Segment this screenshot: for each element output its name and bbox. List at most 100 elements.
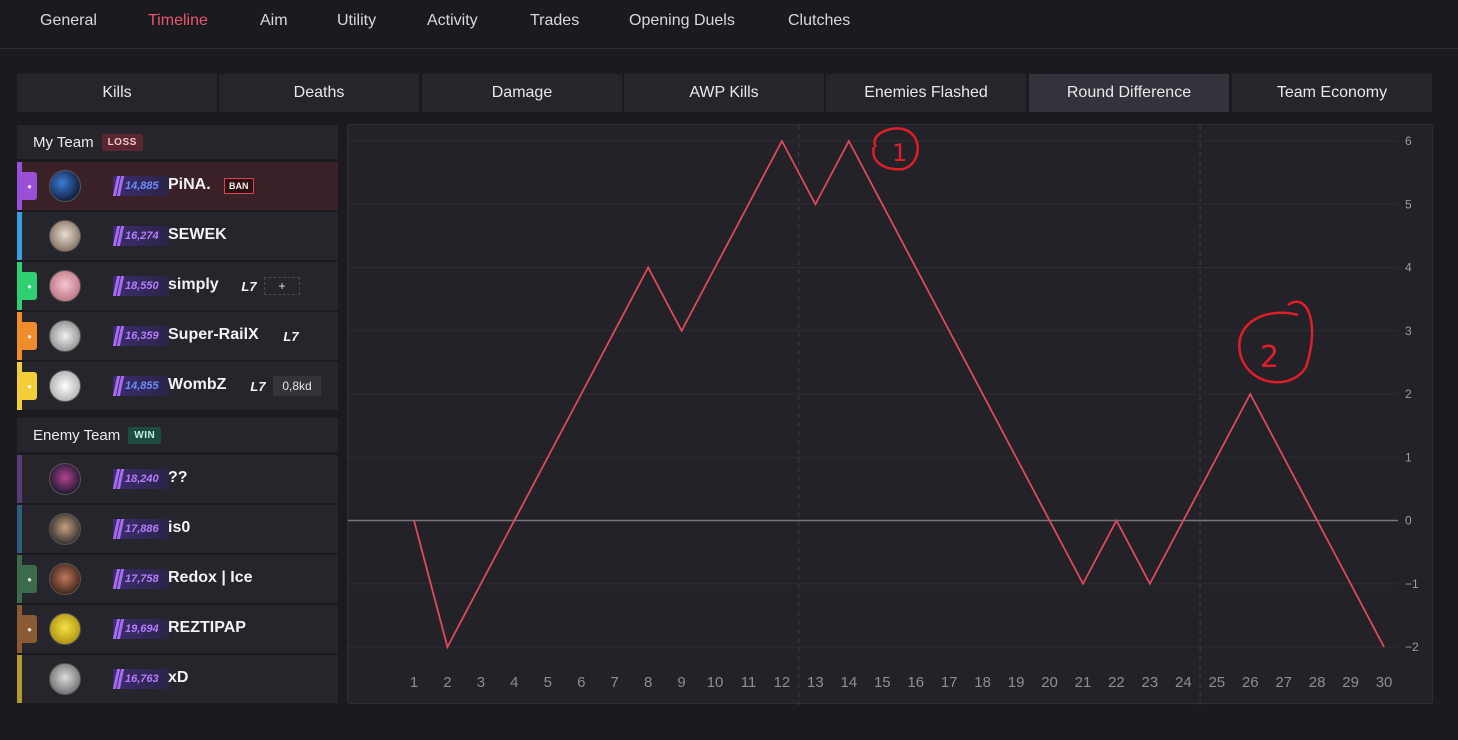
player-row[interactable]: ● 18,550 simply L7 + [17, 262, 338, 310]
annotation-circle-1 [872, 127, 919, 171]
party-icon: ● [22, 272, 37, 300]
elo-badge: 16,359 [113, 326, 169, 346]
x-tick-label: 8 [644, 674, 652, 691]
faceit-icon: L7 [283, 328, 299, 344]
nav-timeline[interactable]: Timeline [148, 12, 208, 29]
y-tick-label: 4 [1405, 261, 1412, 275]
player-name[interactable]: Redox | Ice [168, 569, 253, 586]
x-tick-label: 7 [611, 674, 619, 691]
player-name[interactable]: ?? [168, 469, 188, 486]
avatar[interactable] [49, 463, 81, 495]
player-row[interactable]: 16,274 SEWEK [17, 212, 338, 260]
team-color-stripe [17, 555, 22, 603]
tab-team-economy[interactable]: Team Economy [1232, 74, 1432, 112]
player-row[interactable]: ● 16,359 Super-RailX L7 [17, 312, 338, 360]
tab-enemies-flashed[interactable]: Enemies Flashed [826, 74, 1026, 112]
tab-damage[interactable]: Damage [422, 74, 622, 112]
tab-deaths[interactable]: Deaths [219, 74, 419, 112]
x-tick-label: 11 [741, 674, 757, 691]
add-button[interactable]: + [264, 277, 300, 295]
x-tick-label: 21 [1075, 674, 1092, 691]
nav-trades[interactable]: Trades [530, 12, 580, 29]
player-name[interactable]: PiNA. [168, 176, 211, 193]
avatar[interactable] [49, 270, 81, 302]
player-row[interactable]: ● 19,694 REZTIPAP [17, 605, 338, 653]
x-tick-label: 27 [1275, 674, 1292, 691]
elo-badge: 17,758 [113, 569, 169, 589]
win-badge: WIN [128, 426, 162, 444]
nav-aim[interactable]: Aim [260, 12, 288, 29]
party-icon: ● [22, 565, 37, 593]
avatar[interactable] [49, 370, 81, 402]
timeline-tabs: Kills Deaths Damage AWP Kills Enemies Fl… [17, 74, 1432, 112]
annotation-circle-2 [1238, 300, 1314, 384]
avatar[interactable] [49, 663, 81, 695]
elo-badge: 19,694 [113, 619, 169, 639]
avatar[interactable] [49, 320, 81, 352]
party-icon: ● [22, 615, 37, 643]
avatar[interactable] [49, 220, 81, 252]
nav-utility[interactable]: Utility [337, 12, 377, 29]
elo-badge: 14,885 [113, 176, 169, 196]
avatar[interactable] [49, 170, 81, 202]
annotation-label-1: 1 [892, 139, 907, 167]
x-tick-label: 4 [510, 674, 518, 691]
y-tick-label: 6 [1405, 134, 1412, 148]
player-row[interactable]: 17,886 is0 [17, 505, 338, 553]
team-color-stripe [17, 362, 22, 410]
x-tick-label: 22 [1108, 674, 1125, 691]
avatar[interactable] [49, 613, 81, 645]
y-tick-label: 1 [1405, 450, 1412, 464]
x-tick-label: 28 [1309, 674, 1326, 691]
elo-badge: 18,550 [113, 276, 169, 296]
player-row[interactable]: 18,240 ?? [17, 455, 338, 503]
team-color-stripe [17, 505, 22, 553]
x-tick-label: 18 [974, 674, 991, 691]
x-tick-label: 2 [443, 674, 451, 691]
elo-badge: 18,240 [113, 469, 169, 489]
tab-kills[interactable]: Kills [17, 74, 217, 112]
player-row[interactable]: ● 14,855 WombZ L7 0,8kd [17, 362, 338, 410]
y-tick-label: 3 [1405, 324, 1412, 338]
faceit-icon: L7 [250, 378, 266, 394]
player-name[interactable]: WombZ [168, 376, 227, 393]
player-name[interactable]: simply [168, 276, 219, 293]
tab-round-difference[interactable]: Round Difference [1029, 74, 1229, 112]
player-row[interactable]: 16,763 xD [17, 655, 338, 703]
player-row[interactable]: ● 14,885 PiNA. BAN [17, 162, 338, 210]
nav-clutches[interactable]: Clutches [788, 12, 851, 29]
x-tick-label: 29 [1342, 674, 1359, 691]
team-color-stripe [17, 455, 22, 503]
y-tick-label: −2 [1405, 640, 1419, 654]
x-tick-label: 13 [807, 674, 824, 691]
player-name[interactable]: Super-RailX [168, 326, 259, 343]
team-color-stripe [17, 212, 22, 260]
x-tick-label: 17 [941, 674, 958, 691]
annotation-label-2: 2 [1260, 340, 1279, 375]
x-tick-label: 15 [874, 674, 891, 691]
avatar[interactable] [49, 563, 81, 595]
nav-general[interactable]: General [40, 12, 97, 29]
x-tick-label: 14 [841, 674, 858, 691]
player-name[interactable]: xD [168, 669, 189, 686]
tab-awp-kills[interactable]: AWP Kills [624, 74, 824, 112]
elo-badge: 17,886 [113, 519, 169, 539]
team-color-stripe [17, 655, 22, 703]
avatar[interactable] [49, 513, 81, 545]
x-tick-label: 10 [707, 674, 724, 691]
x-tick-label: 6 [577, 674, 585, 691]
player-name[interactable]: SEWEK [168, 226, 227, 243]
y-tick-label: −1 [1405, 577, 1419, 591]
nav-activity[interactable]: Activity [427, 12, 478, 29]
x-tick-label: 12 [774, 674, 791, 691]
my-team-label: My Team [33, 133, 94, 151]
elo-badge: 16,274 [113, 226, 169, 246]
x-tick-label: 26 [1242, 674, 1259, 691]
team-color-stripe [17, 162, 22, 210]
player-row[interactable]: ● 17,758 Redox | Ice [17, 555, 338, 603]
player-name[interactable]: REZTIPAP [168, 619, 246, 636]
player-name[interactable]: is0 [168, 519, 191, 536]
nav-opening-duels[interactable]: Opening Duels [629, 12, 735, 29]
x-tick-label: 1 [410, 674, 418, 691]
